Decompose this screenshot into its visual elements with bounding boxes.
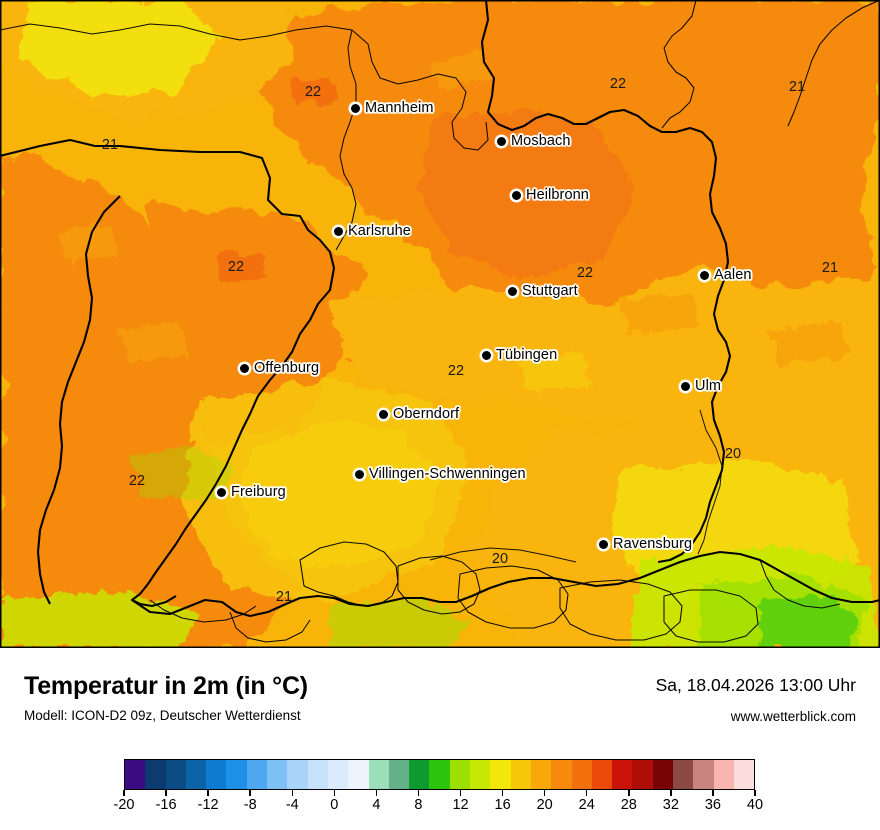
temperature-colorbar[interactable]: -20 -16 -12 -8 -4 0 4 8 12 16 20 24 28 32 36 40 (114, 759, 763, 813)
colorbar-swatch (145, 760, 166, 789)
colorbar-tick-label: -16 (155, 797, 177, 813)
colorbar-swatch (632, 760, 653, 789)
colorbar-swatch (530, 760, 552, 789)
colorbar-swatch (125, 760, 146, 789)
colorbar-tick-label: -4 (285, 797, 299, 813)
colorbar-swatch (490, 760, 511, 789)
colorbar-swatch (713, 760, 734, 789)
colorbar-tick (207, 790, 209, 796)
isotherm-label: 21 (101, 137, 119, 153)
colorbar-swatch (307, 760, 328, 789)
colorbar-tick-label: 12 (452, 797, 469, 813)
colorbar-swatch (652, 760, 674, 789)
colorbar-swatch (388, 760, 410, 789)
colorbar-swatch (693, 760, 714, 789)
colorbar-swatch (409, 760, 430, 789)
colorbar-tick (543, 790, 546, 796)
colorbar-swatch (571, 760, 592, 789)
isotherm-label: 22 (447, 363, 465, 379)
colorbar-tick (459, 790, 462, 796)
colorbar-tick (375, 790, 378, 796)
colorbar-swatches (124, 759, 755, 790)
colorbar-tick-label: 4 (372, 797, 381, 813)
colorbar-tick (165, 790, 167, 796)
colorbar-swatch (612, 760, 633, 789)
isotherm-label: 22 (576, 265, 594, 281)
colorbar-tick (417, 790, 420, 796)
isotherm-label: 22 (609, 76, 627, 92)
colorbar-swatch (226, 760, 247, 789)
colorbar-tick-labels: -20 -16 -12 -8 -4 0 4 8 12 16 20 24 28 32 36 40 (114, 797, 764, 817)
colorbar-tick-label: 0 (330, 797, 339, 813)
colorbar-tick-label: 8 (414, 797, 423, 813)
colorbar-swatch (673, 760, 694, 789)
colorbar-tick-label: 40 (746, 797, 764, 813)
isotherm-label: 22 (227, 259, 245, 275)
isotherm-label: 20 (491, 551, 509, 567)
colorbar-swatch (510, 760, 531, 789)
colorbar-tick (501, 790, 504, 796)
colorbar-tick-label: 28 (620, 797, 637, 813)
colorbar-swatch (348, 760, 369, 789)
isotherm-label: 22 (304, 84, 322, 100)
colorbar-swatch (551, 760, 572, 789)
temperature-map[interactable]: Mannheim Mosbach Heilbronn Karlsruhe Stuttga… (0, 0, 880, 648)
colorbar-tick-label: 20 (536, 797, 553, 813)
colorbar-tick (333, 790, 336, 796)
valid-datetime: Sa, 18.04.2026 13:00 Uhr (655, 675, 856, 695)
colorbar-swatch (470, 760, 491, 789)
colorbar-tick-label: -8 (243, 797, 257, 813)
colorbar-tick (712, 790, 714, 796)
isotherm-label: 21 (275, 589, 293, 605)
colorbar-tick (123, 790, 125, 796)
colorbar-tick (628, 790, 630, 796)
isotherm-label: 21 (821, 260, 839, 276)
colorbar-tick (249, 790, 251, 796)
isotherm-label: 21 (788, 79, 806, 95)
colorbar-swatch (267, 760, 288, 789)
colorbar-tick-label: 32 (662, 797, 679, 813)
colorbar-swatch (327, 760, 349, 789)
colorbar-tick-label: -12 (197, 797, 219, 813)
colorbar-swatch (733, 760, 755, 789)
colorbar-swatch (368, 760, 389, 789)
colorbar-swatch (246, 760, 268, 789)
colorbar-swatch (165, 760, 186, 789)
colorbar-tick-label: -20 (113, 797, 135, 813)
colorbar-swatch (449, 760, 471, 789)
colorbar-swatch (429, 760, 450, 789)
isotherm-label: 20 (724, 446, 742, 462)
model-subtitle: Modell: ICON-D2 09z, Deutscher Wetterdie… (24, 708, 301, 723)
colorbar-tick-label: 24 (578, 797, 595, 813)
colorbar-tick (291, 790, 294, 796)
page-title: Temperatur in 2m (in °C) (24, 672, 308, 700)
colorbar-tick (585, 790, 588, 796)
colorbar-ticks (123, 790, 756, 796)
legend-footer: Temperatur in 2m (in °C) Modell: ICON-D2… (0, 648, 880, 830)
colorbar-tick (754, 790, 756, 796)
colorbar-swatch (591, 760, 613, 789)
colorbar-tick-label: 36 (704, 797, 721, 813)
colorbar-tick-label: 16 (494, 797, 511, 813)
site-url: www.wetterblick.com (730, 709, 856, 724)
isotherm-label: 22 (128, 473, 146, 489)
colorbar-tick (670, 790, 672, 796)
colorbar-swatch (287, 760, 308, 789)
colorbar-swatch (206, 760, 227, 789)
colorbar-swatch (185, 760, 207, 789)
temperature-field (0, 0, 880, 648)
